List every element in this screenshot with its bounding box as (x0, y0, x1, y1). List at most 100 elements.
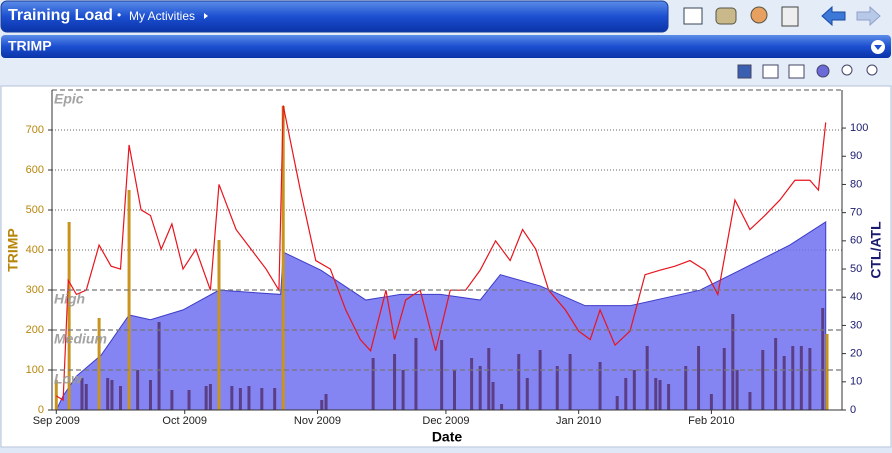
fit-icon[interactable] (816, 64, 830, 78)
trimp-bar (500, 404, 504, 410)
trimp-bar (187, 390, 191, 410)
trimp-bar (487, 348, 491, 410)
trimp-bar (667, 384, 671, 410)
y-tick-label: 0 (38, 404, 44, 416)
shoe-icon[interactable] (715, 7, 737, 25)
trimp-bar (281, 106, 285, 410)
y-tick-label: 200 (26, 324, 44, 336)
zone-label: Low (54, 371, 83, 387)
trimp-bar (127, 190, 131, 410)
trimp-bar (230, 386, 234, 410)
trimp-bar (414, 338, 418, 410)
trimp-bar (170, 390, 174, 410)
x-tick-label: Feb 2010 (688, 415, 734, 427)
x-axis-label: Date (432, 429, 463, 445)
trimp-bar (525, 378, 529, 410)
trimp-bar (632, 370, 636, 410)
breadcrumb-arrow[interactable] (204, 13, 208, 19)
trimp-bar (709, 394, 713, 410)
y2-tick-label: 10 (850, 376, 862, 388)
trimp-bar (273, 388, 277, 410)
trimp-bar (157, 322, 161, 410)
trimp-bar (555, 366, 559, 410)
trimp-bar (320, 400, 324, 410)
y2-tick-label: 80 (850, 178, 862, 190)
trimp-bar (517, 354, 521, 410)
zoom-out-icon[interactable] (841, 64, 853, 76)
toolbar (737, 64, 878, 79)
trimp-bar (54, 380, 58, 410)
trimp-bar (538, 350, 542, 410)
y2-tick-label: 20 (850, 348, 862, 360)
trimp-bar (782, 356, 786, 410)
trimp-bar (748, 392, 752, 410)
zoom-in-icon[interactable] (866, 64, 878, 76)
y-tick-label: 600 (26, 164, 44, 176)
trimp-bar (821, 308, 825, 410)
y-axis-label: TRIMP (5, 228, 21, 272)
y2-tick-label: 50 (850, 263, 862, 275)
trimp-bar (774, 338, 778, 410)
trimp-bar (645, 346, 649, 410)
trimp-bar (204, 386, 208, 410)
y-tick-label: 300 (26, 284, 44, 296)
separator: • (117, 8, 121, 22)
y2-tick-label: 100 (850, 122, 868, 134)
trimp-bar (393, 354, 397, 410)
panel-menu-arrow[interactable] (874, 45, 882, 50)
table-icon[interactable] (762, 64, 779, 79)
y2-tick-label: 30 (850, 319, 862, 331)
save-icon[interactable] (737, 64, 752, 79)
x-tick-label: Jan 2010 (556, 415, 601, 427)
x-tick-label: Dec 2009 (422, 415, 469, 427)
breadcrumb[interactable]: My Activities (129, 9, 195, 23)
atl-line (55, 105, 827, 402)
zone-label: Medium (54, 331, 107, 347)
trimp-bar (148, 380, 152, 410)
trimp-bar (598, 362, 602, 410)
trimp-bar (97, 318, 101, 410)
trimp-bar (658, 380, 662, 410)
forward-icon[interactable] (856, 5, 881, 27)
trimp-bar (106, 378, 110, 410)
chart-icon[interactable] (788, 64, 805, 79)
zone-label: Epic (54, 91, 84, 107)
trimp-bar (735, 370, 739, 410)
trimp-bar (452, 370, 456, 410)
trimp-bar (761, 350, 765, 410)
trimp-bar (731, 314, 735, 410)
trimp-bar (470, 358, 474, 410)
trimp-bar (247, 386, 251, 410)
y-tick-label: 700 (26, 124, 44, 136)
trimp-bar (67, 222, 71, 410)
trimp-bar (791, 346, 795, 410)
trimp-bar (568, 354, 572, 410)
trimp-bar (84, 384, 88, 410)
trimp-bar (371, 358, 375, 410)
trimp-bar (478, 366, 482, 410)
y-tick-label: 500 (26, 204, 44, 216)
trimp-bar (80, 378, 84, 410)
trimp-bar (110, 380, 114, 410)
page-title: Training Load (8, 7, 113, 24)
y2-tick-label: 60 (850, 235, 862, 247)
trimp-bar (119, 386, 123, 410)
athlete-icon[interactable] (750, 6, 768, 24)
report-icon[interactable] (781, 6, 799, 27)
x-tick-label: Nov 2009 (294, 415, 341, 427)
y-tick-label: 100 (26, 364, 44, 376)
panel-title: TRIMP (8, 38, 52, 54)
plot: 0 100 200 300 400 500 600 700 0 10 20 30 40 50 60 70 80 9… (5, 89, 884, 445)
trimp-bar (136, 370, 140, 410)
trimp-bar (722, 348, 726, 410)
trimp-bar (440, 340, 444, 410)
trimp-bar (238, 388, 242, 410)
trimp-bar (624, 378, 628, 410)
back-icon[interactable] (821, 5, 846, 27)
y-tick-label: 400 (26, 244, 44, 256)
y2-tick-label: 70 (850, 207, 862, 219)
trimp-bar (217, 240, 221, 410)
calendar-icon[interactable] (683, 7, 703, 25)
y2-tick-label: 90 (850, 150, 862, 162)
